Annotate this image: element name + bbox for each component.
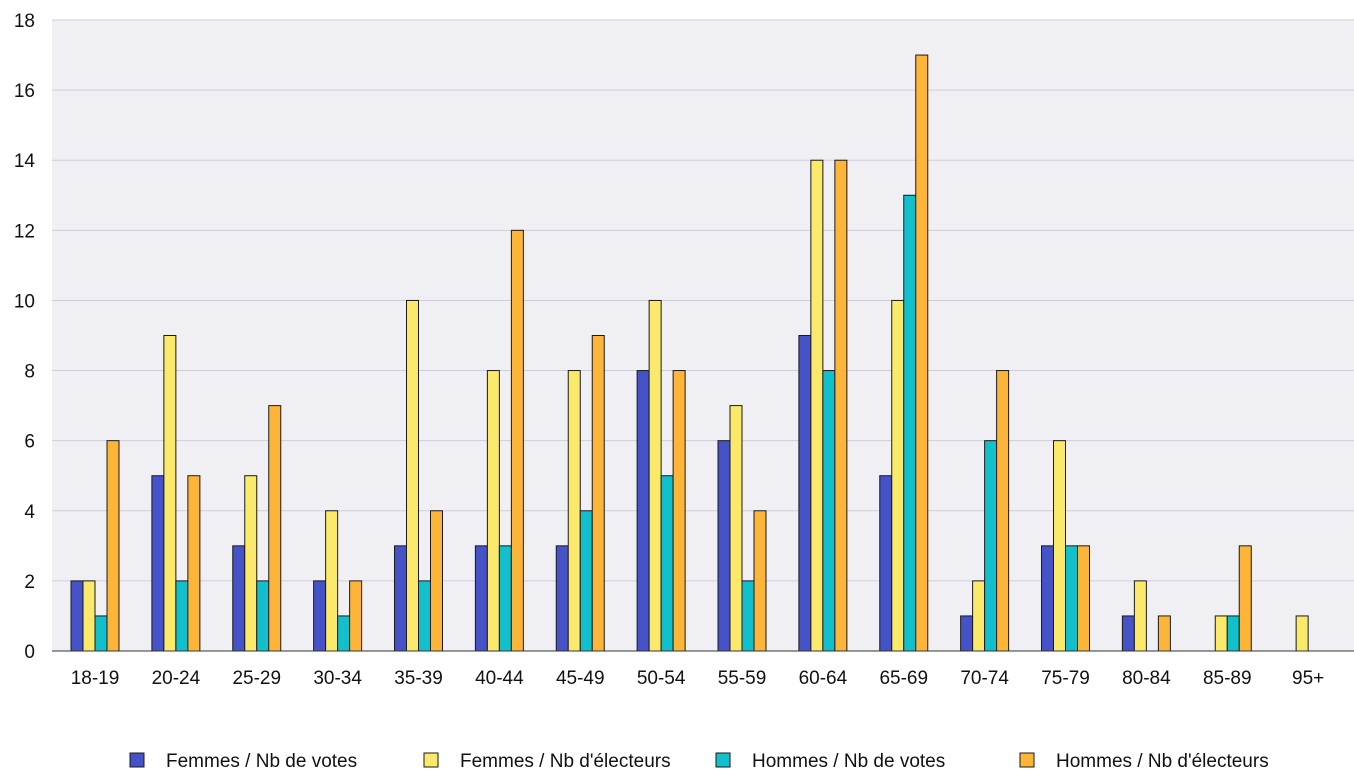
bar-4-80-84	[1157, 615, 1171, 652]
bar-3-35-39	[418, 580, 431, 652]
bar-4-55-59	[753, 510, 767, 652]
bar-4-45-49	[591, 335, 605, 652]
x-tick-label: 50-54	[637, 668, 686, 689]
x-tick-label: 65-69	[879, 668, 928, 689]
y-tick-label: 10	[14, 291, 35, 312]
bar-3-65-69	[903, 194, 917, 652]
bar-4-40-44	[510, 229, 524, 652]
x-tick-label: 40-44	[475, 668, 524, 689]
bar-4-75-79	[1077, 545, 1090, 652]
bar-2-35-39	[406, 299, 419, 652]
bar-1-70-74	[960, 615, 974, 652]
bar-3-25-29	[256, 580, 270, 652]
bar-3-50-54	[660, 475, 674, 652]
bar-4-30-34	[349, 580, 363, 652]
x-tick-label: 85-89	[1203, 668, 1252, 689]
bar-4-18-19	[106, 440, 120, 652]
x-tick-label: 70-74	[960, 668, 1009, 689]
bar-2-40-44	[486, 370, 500, 652]
bar-2-95+	[1295, 615, 1309, 652]
bar-1-45-49	[555, 545, 569, 652]
bar-3-45-49	[579, 510, 593, 652]
bar-2-25-29	[244, 475, 258, 652]
bar-1-35-39	[394, 545, 407, 652]
bar-1-40-44	[474, 545, 488, 652]
x-axis-ticks: 18-19 20-24 25-29 30-34 35-39 40-44 45-49 50-54…	[71, 668, 1325, 689]
bar-1-75-79	[1041, 545, 1054, 652]
bar-1-18-19	[70, 580, 84, 652]
y-tick-label: 12	[14, 221, 35, 242]
y-tick-label: 14	[14, 151, 36, 172]
bar-1-50-54	[636, 370, 650, 652]
x-tick-label: 60-64	[799, 668, 848, 689]
bar-3-30-34	[337, 615, 351, 652]
bar-2-85-89	[1214, 615, 1228, 652]
bar-1-80-84	[1121, 615, 1135, 652]
legend-swatch-2	[423, 752, 439, 768]
bar-2-70-74	[972, 580, 986, 652]
bar-4-50-54	[672, 370, 686, 652]
x-tick-label: 20-24	[152, 668, 201, 689]
y-axis-ticks: 0 2 4 6 8 10 12 14 16 18	[14, 11, 36, 663]
bar-2-18-19	[82, 580, 96, 652]
legend-swatch-1	[129, 752, 145, 768]
bar-3-55-59	[741, 580, 755, 652]
bar-1-55-59	[717, 440, 731, 652]
bar-4-20-24	[187, 475, 201, 652]
bar-2-20-24	[163, 335, 177, 652]
bar-4-25-29	[268, 405, 282, 652]
y-tick-label: 0	[24, 642, 35, 663]
bar-4-35-39	[430, 510, 443, 652]
bar-2-60-64	[810, 159, 824, 652]
bar-3-40-44	[498, 545, 512, 652]
x-tick-label: 35-39	[394, 668, 443, 689]
bar-3-60-64	[822, 370, 836, 652]
bar-1-30-34	[313, 580, 327, 652]
bar-2-50-54	[648, 299, 662, 652]
x-tick-label: 45-49	[556, 668, 605, 689]
y-tick-label: 4	[24, 502, 35, 523]
legend: Femmes / Nb de votes Femmes / Nb d'électe…	[129, 751, 1269, 771]
bar-3-18-19	[94, 615, 108, 652]
legend-label-3: Hommes / Nb de votes	[752, 751, 945, 771]
legend-label-1: Femmes / Nb de votes	[166, 751, 357, 771]
x-tick-label: 55-59	[718, 668, 767, 689]
bar-3-85-89	[1226, 615, 1240, 652]
y-tick-label: 8	[24, 362, 35, 383]
bar-2-65-69	[891, 299, 905, 652]
legend-label-2: Femmes / Nb d'électeurs	[460, 751, 671, 771]
bar-1-25-29	[232, 545, 246, 652]
x-tick-label: 30-34	[313, 668, 362, 689]
x-tick-label: 95+	[1292, 668, 1324, 689]
y-tick-label: 6	[24, 432, 35, 453]
bar-3-20-24	[175, 580, 189, 652]
y-tick-label: 18	[14, 11, 35, 32]
bar-2-45-49	[567, 370, 581, 652]
bar-4-70-74	[996, 370, 1010, 652]
x-tick-label: 80-84	[1122, 668, 1171, 689]
x-tick-label: 75-79	[1041, 668, 1090, 689]
bar-4-60-64	[834, 159, 848, 652]
bar-2-30-34	[325, 510, 339, 652]
bar-3-70-74	[984, 440, 998, 652]
bar-2-55-59	[729, 405, 743, 652]
x-tick-label: 25-29	[232, 668, 281, 689]
bar-4-65-69	[915, 54, 929, 652]
bar-4-85-89	[1238, 545, 1252, 652]
bar-3-75-79	[1065, 545, 1078, 652]
legend-swatch-4	[1019, 752, 1035, 768]
x-tick-label: 18-19	[71, 668, 120, 689]
bar-1-60-64	[798, 335, 812, 652]
legend-label-4: Hommes / Nb d'électeurs	[1056, 751, 1269, 771]
bar-1-20-24	[151, 475, 165, 652]
y-tick-label: 2	[24, 572, 35, 593]
bar-2-80-84	[1133, 580, 1147, 652]
bar-2-75-79	[1053, 440, 1066, 652]
y-tick-label: 16	[14, 81, 35, 102]
legend-swatch-3	[715, 752, 731, 768]
bar-1-65-69	[879, 475, 893, 652]
